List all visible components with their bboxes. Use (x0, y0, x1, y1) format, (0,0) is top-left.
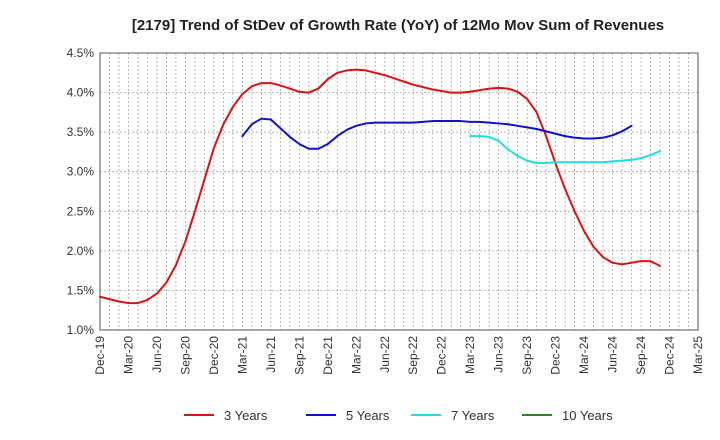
x-tick-label: Mar-24 (577, 336, 591, 374)
x-tick-label: Mar-22 (349, 336, 363, 374)
x-tick-label: Dec-22 (435, 336, 449, 375)
x-tick-label: Mar-20 (121, 336, 135, 374)
x-tick-label: Dec-24 (663, 336, 677, 375)
y-tick-label: 2.5% (67, 204, 95, 218)
legend-label: 5 Years (346, 408, 390, 423)
legend-label: 3 Years (224, 408, 268, 423)
x-tick-label: Sep-20 (178, 336, 192, 375)
y-tick-label: 1.5% (67, 283, 95, 297)
x-tick-label: Dec-23 (549, 336, 563, 375)
y-tick-label: 4.5% (67, 46, 95, 60)
x-tick-label: Mar-25 (691, 336, 705, 374)
series-line-5-years (241, 117, 633, 150)
legend-label: 10 Years (562, 408, 613, 423)
y-tick-label: 1.0% (67, 323, 95, 337)
series-line-7-years (469, 135, 662, 165)
axis-layer: 1.0% 1.5% 2.0% 2.5% 3.0% 3.5% 4.0% 4.5% Dec-19 Ma… (67, 46, 705, 375)
grid-layer (100, 52, 698, 331)
x-tick-label: Dec-19 (93, 336, 107, 375)
x-tick-label: Sep-21 (292, 336, 306, 375)
x-tick-label: Dec-20 (207, 336, 221, 375)
x-tick-label: Jun-22 (378, 336, 392, 373)
x-tick-label: Jun-21 (264, 336, 278, 373)
x-tick-label: Mar-23 (463, 336, 477, 374)
y-tick-label: 3.5% (67, 125, 95, 139)
x-tick-label: Dec-21 (321, 336, 335, 375)
x-tick-label: Sep-22 (406, 336, 420, 375)
series-layer (99, 68, 662, 305)
x-tick-label: Sep-23 (520, 336, 534, 375)
y-tick-label: 2.0% (67, 244, 95, 258)
y-tick-label: 3.0% (67, 165, 95, 179)
legend: 3 Years 5 Years 7 Years 10 Years (184, 408, 613, 423)
x-tick-label: Mar-21 (235, 336, 249, 374)
chart-title: [2179] Trend of StDev of Growth Rate (Yo… (132, 17, 664, 34)
x-tick-label: Jun-23 (492, 336, 506, 373)
series-line-3-years (99, 68, 662, 305)
x-tick-label: Jun-20 (150, 336, 164, 373)
plot-frame (99, 52, 699, 331)
y-tick-label: 4.0% (67, 86, 95, 100)
x-tick-label: Jun-24 (606, 336, 620, 373)
legend-label: 7 Years (451, 408, 495, 423)
x-tick-label: Sep-24 (634, 336, 648, 375)
